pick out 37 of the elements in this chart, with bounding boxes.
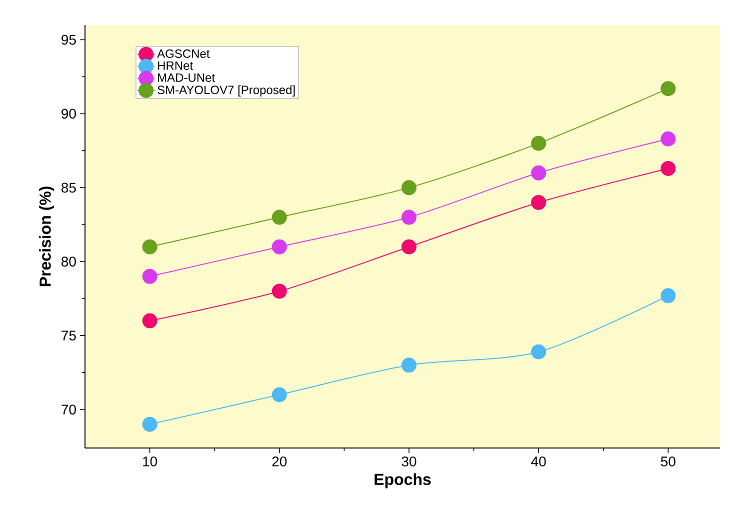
point	[660, 160, 676, 176]
point	[142, 416, 158, 432]
y-tick-label: 95	[62, 34, 76, 45]
point	[660, 131, 676, 146]
point	[401, 210, 416, 225]
y-tick-label: 70	[62, 404, 76, 414]
point	[272, 239, 287, 254]
y-tick-label: 85	[62, 182, 76, 193]
point	[272, 284, 287, 299]
legend-label: AGSCNet	[157, 49, 210, 58]
point	[272, 210, 287, 225]
y-tick-label: 75	[62, 330, 76, 340]
point	[531, 194, 546, 210]
x-axis-title: Epochs	[374, 473, 431, 488]
point	[401, 358, 416, 373]
point	[272, 387, 287, 402]
point	[401, 180, 416, 196]
point	[531, 136, 546, 151]
x-tick-label: 40	[531, 456, 546, 466]
legend-label: HRNet	[158, 61, 193, 70]
y-tick-label: 90	[62, 108, 76, 119]
x-tick-label: 20	[272, 456, 287, 466]
x-tick-label: 50	[660, 456, 676, 466]
point	[531, 344, 546, 360]
point	[660, 288, 676, 304]
x-tick-label: 30	[402, 456, 416, 466]
point	[660, 81, 676, 96]
point	[142, 313, 158, 328]
point	[142, 239, 158, 254]
y-axis-title: Precision (%)	[39, 186, 54, 286]
point	[401, 239, 416, 254]
point	[531, 165, 546, 180]
legend-label: MAD-UNet	[158, 73, 215, 82]
x-tick-label: 10	[143, 456, 158, 466]
y-tick-label: 80	[62, 256, 76, 267]
point	[142, 268, 158, 284]
legend-label: SM-AYOLOV7 [Proposed]	[158, 85, 295, 97]
